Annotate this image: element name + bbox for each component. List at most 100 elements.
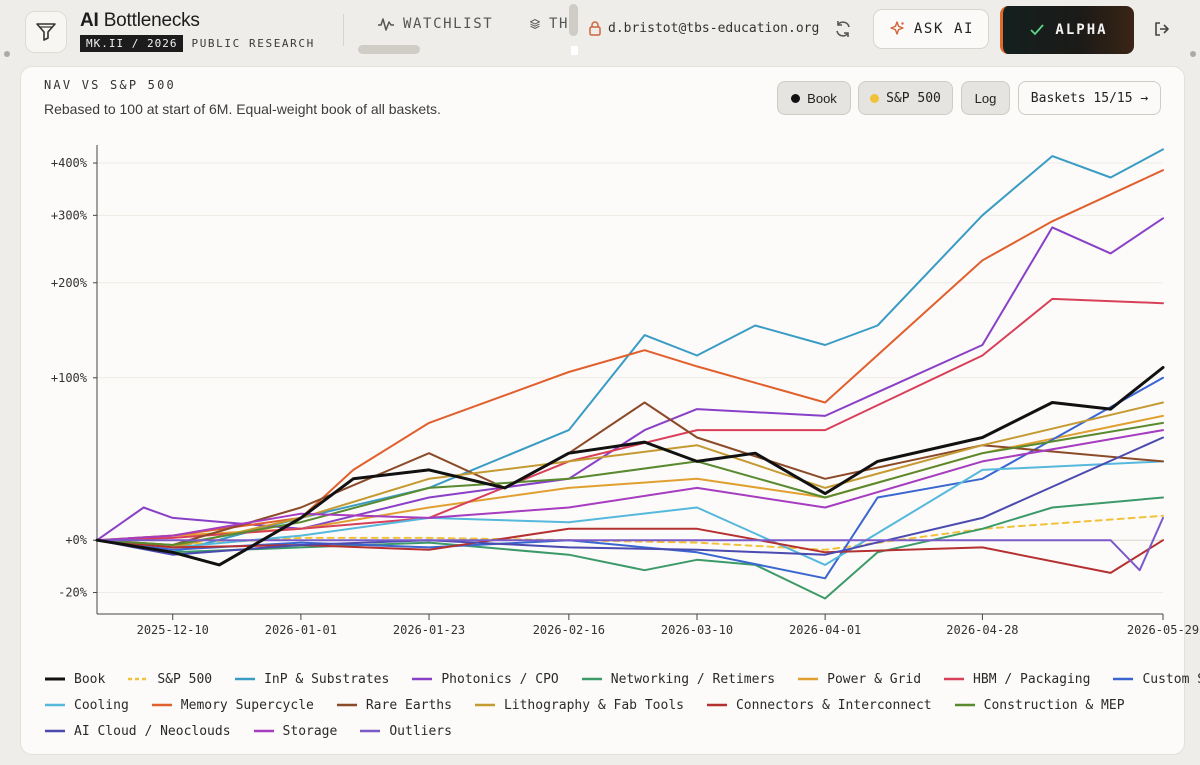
alpha-button[interactable]: ALPHA bbox=[1000, 6, 1134, 54]
brand: AI Bottlenecks MK.II / 2026 PUBLIC RESEA… bbox=[80, 10, 315, 52]
legend-swatch bbox=[474, 703, 495, 707]
legend-swatch bbox=[235, 677, 256, 681]
legend-label: InP & Substrates bbox=[264, 671, 390, 687]
legend-item[interactable]: Rare Earths bbox=[336, 698, 452, 713]
chart-legend: Book S&P 500 InP & Substrates Photonics / C… bbox=[44, 666, 1200, 744]
divider bbox=[343, 14, 344, 46]
legend-item[interactable]: Lithography & Fab Tools bbox=[474, 698, 684, 713]
legend-swatch bbox=[360, 729, 381, 733]
funnel-icon bbox=[36, 23, 56, 41]
legend-swatch bbox=[45, 677, 65, 681]
legend-label: Cooling bbox=[74, 697, 129, 713]
toggle-log[interactable]: Log bbox=[961, 81, 1010, 115]
legend-row: AI Cloud / Neoclouds Storage Outliers bbox=[44, 718, 1164, 744]
lock-icon bbox=[589, 21, 601, 36]
sparkle-icon bbox=[890, 21, 904, 35]
chart-card bbox=[20, 66, 1185, 755]
scrollbar-gap bbox=[571, 46, 578, 55]
toggle-log-label: Log bbox=[974, 90, 997, 106]
brand-prefix: AI bbox=[80, 10, 99, 31]
legend-label: HBM / Packaging bbox=[973, 671, 1091, 687]
legend-item[interactable]: Networking / Retimers bbox=[581, 672, 775, 687]
layers-icon bbox=[530, 19, 540, 29]
legend-label: S&P 500 bbox=[157, 671, 213, 687]
baskets-label: Baskets 15/15 → bbox=[1030, 90, 1149, 106]
baskets-button[interactable]: Baskets 15/15 → bbox=[1018, 81, 1161, 115]
legend-swatch bbox=[336, 703, 357, 707]
legend-item[interactable]: HBM / Packaging bbox=[943, 672, 1090, 687]
toggle-sp500[interactable]: S&P 500 bbox=[858, 81, 953, 115]
logout-icon bbox=[1155, 22, 1169, 36]
legend-swatch bbox=[45, 703, 65, 707]
brand-name: Bottlenecks bbox=[103, 10, 200, 31]
legend-label: Storage bbox=[282, 723, 338, 739]
toggle-book[interactable]: Book bbox=[777, 81, 851, 115]
legend-item[interactable]: Outliers bbox=[359, 724, 452, 739]
legend-label: Photonics / CPO bbox=[441, 671, 559, 687]
top-bar: AI Bottlenecks MK.II / 2026 PUBLIC RESEA… bbox=[0, 0, 1200, 62]
legend-swatch bbox=[798, 677, 819, 681]
legend-item[interactable]: Construction & MEP bbox=[954, 698, 1125, 713]
legend-swatch bbox=[151, 703, 172, 707]
legend-item[interactable]: Storage bbox=[253, 723, 338, 739]
legend-row: Book S&P 500 InP & Substrates Photonics / C… bbox=[44, 666, 1200, 692]
user-account[interactable]: d.bristot@tbs-education.org bbox=[588, 20, 819, 36]
refresh-button[interactable] bbox=[833, 19, 853, 44]
window-dot-left bbox=[4, 51, 10, 57]
refresh-icon bbox=[836, 21, 850, 37]
legend-label: Connectors & Interconnect bbox=[735, 697, 932, 713]
legend-item[interactable]: Cooling bbox=[44, 698, 129, 713]
legend-swatch bbox=[412, 677, 433, 681]
window-dot-right bbox=[1190, 51, 1196, 57]
legend-swatch bbox=[581, 677, 602, 681]
brand-tag: MK.II / 2026 bbox=[80, 35, 184, 52]
legend-item[interactable]: Connectors & Interconnect bbox=[706, 698, 932, 713]
legend-label: Custom Silicon bbox=[1142, 671, 1200, 687]
nav-scrollbar[interactable] bbox=[358, 45, 420, 54]
legend-swatch bbox=[45, 729, 65, 733]
legend-swatch bbox=[128, 677, 149, 681]
logout-button[interactable] bbox=[1153, 20, 1171, 43]
legend-item[interactable]: AI Cloud / Neoclouds bbox=[44, 724, 231, 739]
vertical-scrollbar[interactable] bbox=[569, 4, 578, 36]
legend-label: Networking / Retimers bbox=[610, 671, 776, 687]
nav-th[interactable]: TH bbox=[529, 16, 569, 32]
ask-ai-button[interactable]: ASK AI bbox=[873, 9, 989, 49]
ask-ai-label: ASK AI bbox=[913, 21, 975, 37]
sp500-dot bbox=[870, 93, 880, 103]
legend-swatch bbox=[706, 703, 727, 707]
nav-watchlist-label: WATCHLIST bbox=[403, 16, 494, 32]
legend-item[interactable]: Power & Grid bbox=[797, 672, 921, 687]
legend-swatch bbox=[1113, 677, 1134, 681]
legend-item[interactable]: Custom Silicon bbox=[1112, 672, 1200, 687]
legend-label: Power & Grid bbox=[827, 671, 922, 687]
logo[interactable] bbox=[25, 11, 67, 53]
book-dot bbox=[791, 93, 801, 103]
legend-swatch bbox=[944, 677, 965, 681]
legend-label: Construction & MEP bbox=[983, 697, 1125, 713]
legend-label: Rare Earths bbox=[365, 697, 452, 713]
user-email: d.bristot@tbs-education.org bbox=[608, 20, 820, 36]
legend-item[interactable]: S&P 500 bbox=[127, 672, 212, 687]
card-subtitle: Rebased to 100 at start of 6M. Equal-wei… bbox=[44, 101, 441, 117]
legend-swatch bbox=[253, 729, 274, 733]
legend-label: Book bbox=[74, 671, 106, 687]
brand-title: AI Bottlenecks bbox=[80, 10, 315, 32]
card-title: NAV VS S&P 500 bbox=[44, 78, 176, 92]
alpha-label: ALPHA bbox=[1055, 22, 1108, 38]
legend-label: Lithography & Fab Tools bbox=[503, 697, 684, 713]
toggle-book-label: Book bbox=[807, 90, 837, 106]
legend-item[interactable]: Book bbox=[44, 672, 105, 687]
legend-item[interactable]: InP & Substrates bbox=[234, 672, 389, 687]
legend-label: Memory Supercycle bbox=[180, 697, 314, 713]
legend-swatch bbox=[954, 703, 975, 707]
legend-label: Outliers bbox=[389, 723, 452, 739]
legend-label: AI Cloud / Neoclouds bbox=[74, 723, 231, 739]
check-icon bbox=[1030, 24, 1045, 36]
legend-item[interactable]: Photonics / CPO bbox=[411, 671, 559, 687]
toggle-sp500-label: S&P 500 bbox=[886, 90, 941, 106]
nav-th-label: TH bbox=[548, 16, 569, 32]
nav-watchlist[interactable]: WATCHLIST bbox=[377, 16, 493, 32]
legend-row: Cooling Memory Supercycle Rare Earths Litho… bbox=[44, 692, 1164, 718]
legend-item[interactable]: Memory Supercycle bbox=[151, 698, 314, 713]
